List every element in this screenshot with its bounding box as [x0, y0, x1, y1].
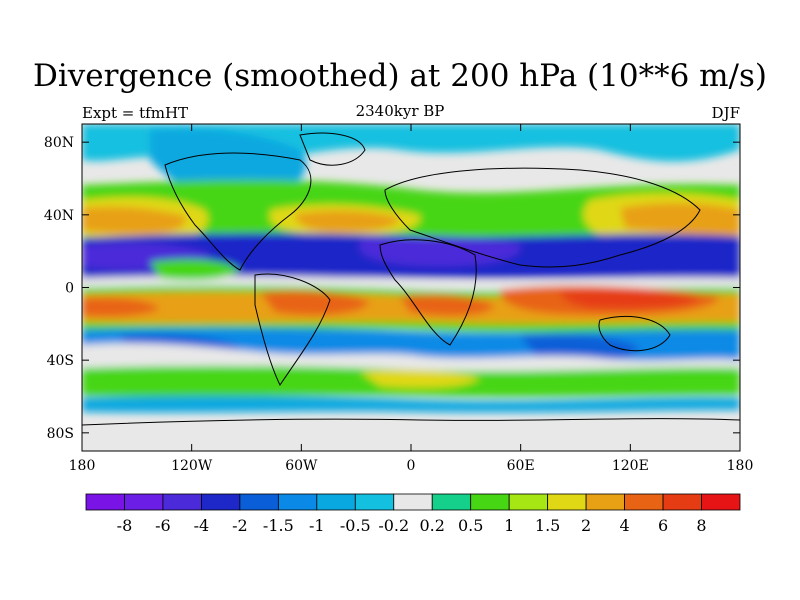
colorbar-label: 2: [581, 516, 591, 535]
colorbar-swatch: [508, 493, 549, 511]
tropical-divergence-america: [260, 290, 370, 316]
colorbar-swatch: [124, 493, 164, 511]
x-tick-label: 120E: [612, 458, 649, 474]
y-tick-label: 80N: [44, 135, 74, 151]
colorbar-label: -1.5: [263, 516, 294, 535]
x-tick-label: 60W: [285, 458, 318, 474]
colorbar-swatch: [239, 493, 279, 511]
colorbar-swatch: [85, 493, 125, 511]
tropical-divergence-core: [560, 289, 700, 309]
colorbar-swatch: [277, 493, 318, 511]
colorbar-swatch: [316, 493, 356, 511]
south-storm-track-core: [360, 370, 480, 388]
greenland-coast: [299, 132, 366, 166]
colorbar-swatch: [547, 493, 587, 511]
season-label: DJF: [711, 104, 740, 122]
antarctica-coast: [82, 418, 740, 426]
colorbar-label: 4: [619, 516, 629, 535]
colorbar-label: 1.5: [535, 516, 560, 535]
colorbar-swatch: [624, 493, 664, 511]
south-indian-convergence-core: [520, 334, 640, 363]
colorbar-label: -1: [309, 516, 325, 535]
y-tick-label: 40N: [44, 208, 74, 224]
colorbar-label: 6: [658, 516, 668, 535]
colorbar-swatch: [393, 493, 433, 511]
australia-coast: [598, 315, 671, 352]
divergence-field: [82, 124, 740, 451]
colorbar-label: -6: [155, 516, 171, 535]
colorbar-label: -0.2: [378, 516, 409, 535]
x-tick-label: 0: [407, 458, 416, 474]
colorbar-label: 0.5: [458, 516, 483, 535]
colorbar-swatch: [585, 493, 625, 511]
time-label: 2340kyr BP: [355, 102, 445, 120]
colorbar-label: 0.2: [420, 516, 445, 535]
colorbar-swatch: [701, 493, 741, 511]
y-tick-label: 0: [65, 281, 74, 297]
colorbar-label: -8: [117, 516, 133, 535]
antarctic-convergence: [82, 395, 740, 413]
x-tick-label: 180: [727, 458, 754, 474]
colorbar-swatch: [162, 493, 202, 511]
north-subtropic-core-africa: [360, 236, 521, 266]
colorbar-label: -4: [194, 516, 210, 535]
colorbar-swatch: [662, 493, 702, 511]
colorbar-swatch: [354, 493, 395, 511]
tropical-divergence-red-west: [82, 297, 160, 317]
x-tick-label: 120W: [171, 458, 213, 474]
experiment-label: Expt = tfmHT: [82, 104, 189, 122]
x-axis: 180 120W 60W 0 60E 120E 180: [69, 124, 754, 474]
x-tick-label: 60E: [507, 458, 535, 474]
north-atlantic-core: [295, 210, 400, 232]
colorbar-label: 8: [696, 516, 706, 535]
north-pacific-core: [82, 206, 186, 234]
colorbar-swatch: [470, 493, 510, 511]
y-tick-label: 40S: [47, 353, 74, 369]
tropical-divergence-africa: [400, 294, 495, 316]
x-tick-label: 180: [69, 458, 96, 474]
africa-coast: [379, 239, 477, 346]
colorbar-label: -2: [232, 516, 248, 535]
south-subtropic-gap: [82, 343, 740, 372]
europe-asia-coast: [384, 167, 701, 268]
plot-title: Divergence (smoothed) at 200 hPa (10**6 …: [33, 58, 767, 94]
colorbar-label: 1: [504, 516, 514, 535]
south-america-coast: [254, 273, 331, 386]
west-pacific-jet-core: [620, 202, 740, 235]
coastlines: [82, 132, 740, 426]
east-pacific-divergence: [150, 259, 240, 280]
colorbar-label: -0.5: [340, 516, 371, 535]
colorbar-swatch: [201, 493, 241, 511]
y-tick-label: 80S: [47, 426, 74, 442]
colorbar: -8 -6 -4 -2 -1.5 -1 -0.5 -0.2 0.2 0.5 1 1.5 2 4 6 8: [85, 493, 741, 535]
colorbar-swatch: [431, 493, 472, 511]
y-axis: 80N 40N 0 40S 80S: [44, 135, 740, 442]
north-america-coast: [164, 152, 312, 271]
